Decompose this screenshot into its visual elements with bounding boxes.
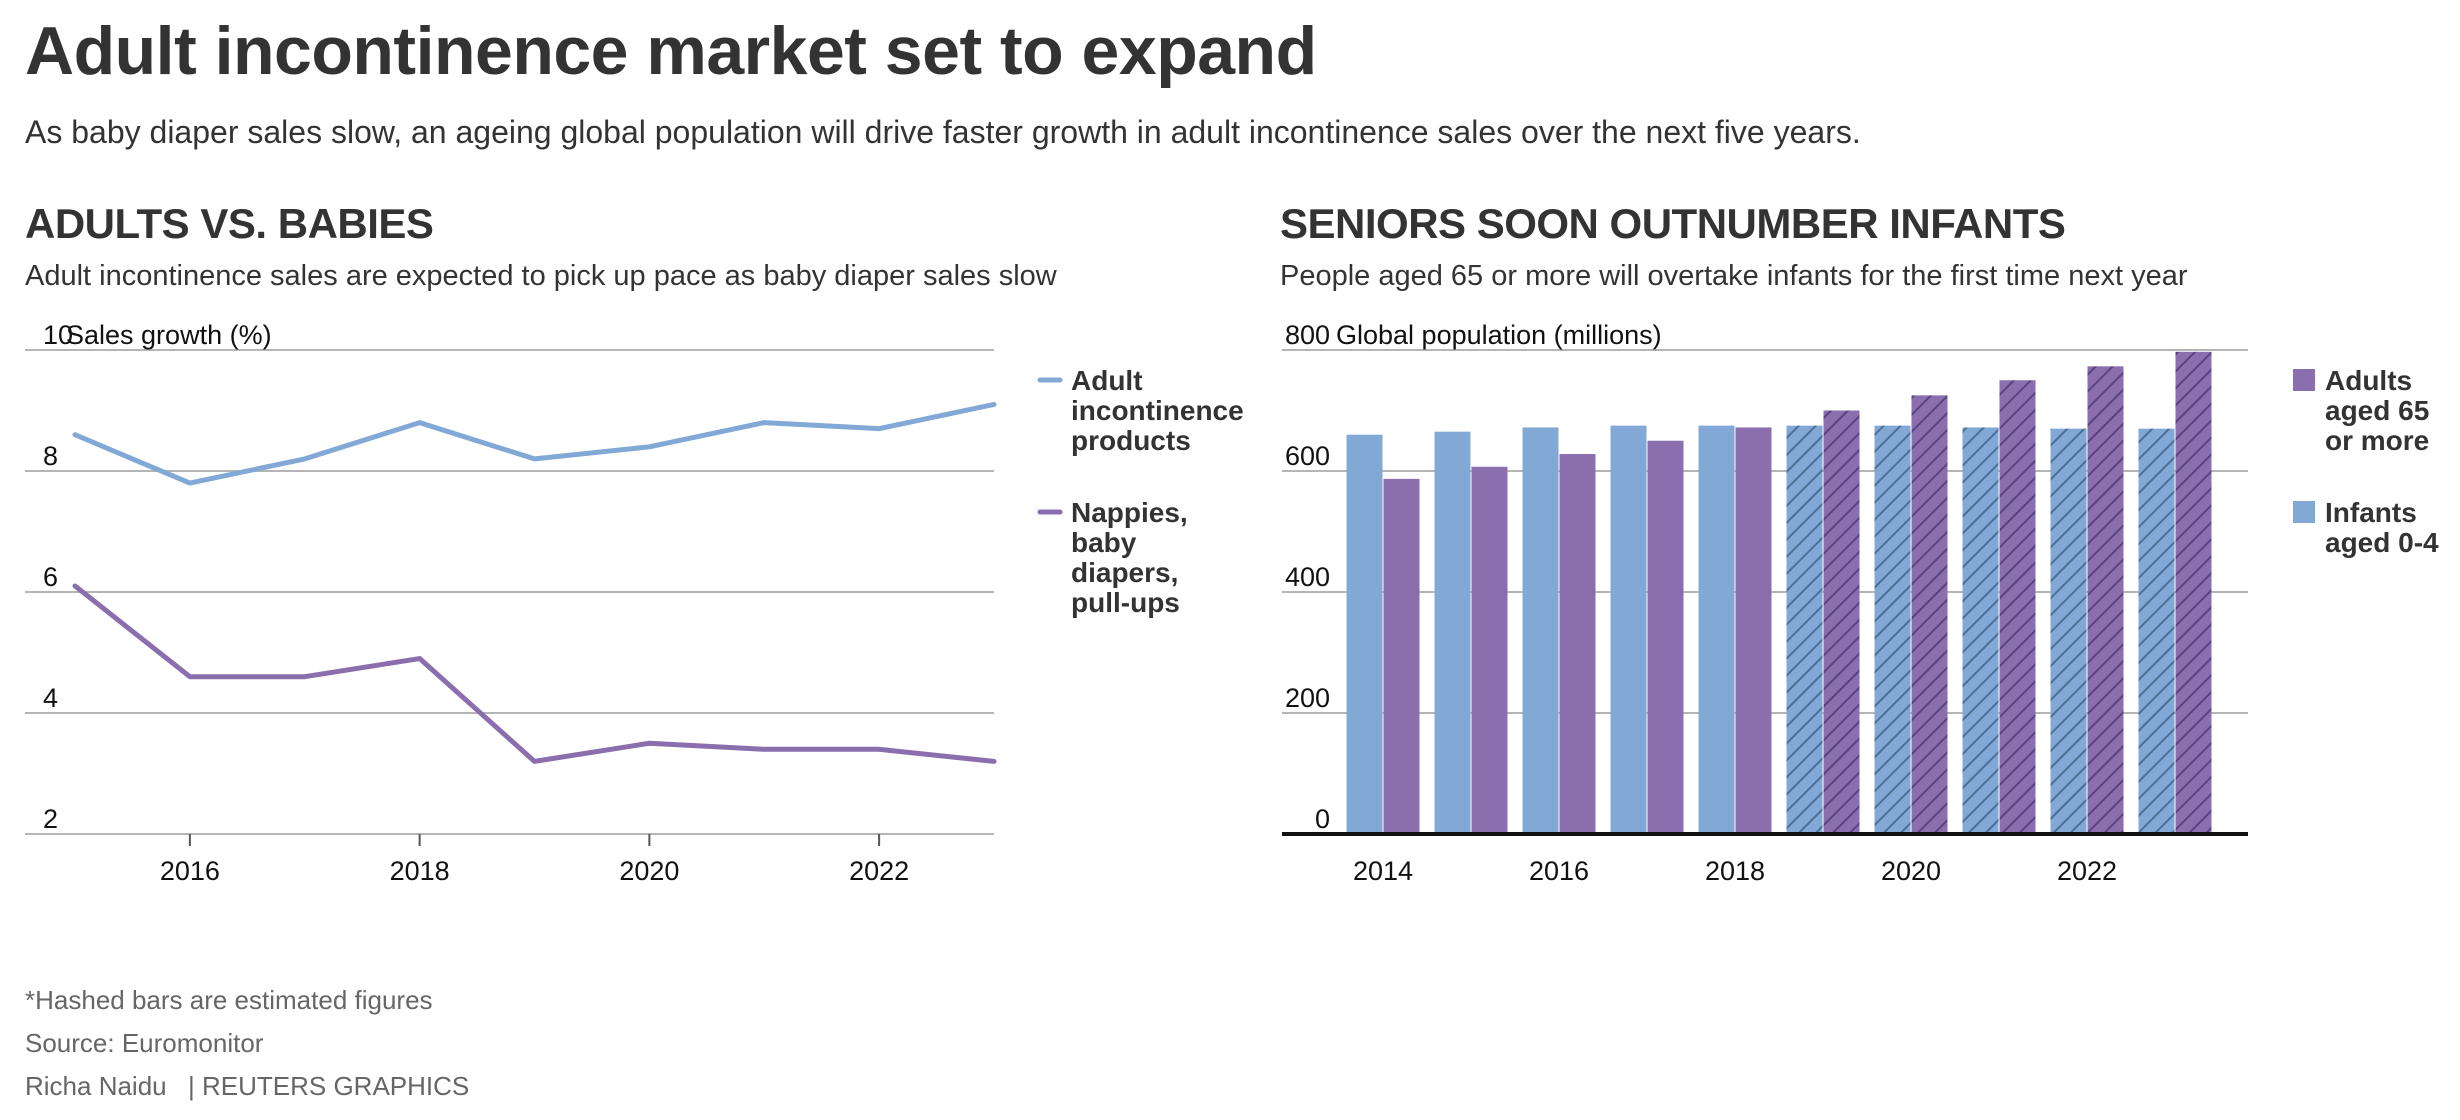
legend-label: baby [1071, 527, 1137, 558]
bar-estimated [2175, 351, 2212, 834]
subheadline: As baby diaper sales slow, an ageing glo… [25, 114, 1861, 150]
legend-label: products [1071, 425, 1191, 456]
x-tick-label: 2016 [1529, 856, 1589, 886]
y-tick-label: 4 [43, 683, 58, 713]
bar-estimated [1999, 380, 2036, 834]
y-tick-label: 0 [1315, 804, 1330, 834]
bar-estimated [1823, 410, 1860, 834]
bar-estimated [1911, 395, 1948, 834]
legend-label: diapers, [1071, 557, 1178, 588]
legend-label: aged 65 [2325, 395, 2429, 426]
footnote: *Hashed bars are estimated figures [25, 985, 433, 1015]
legend-label: or more [2325, 425, 2429, 456]
x-tick-label: 2022 [2057, 856, 2117, 886]
y-tick-label: 10 [43, 320, 73, 350]
bar-estimated [2050, 428, 2087, 834]
bar [1698, 425, 1735, 834]
bar [1610, 425, 1647, 834]
credit: | REUTERS GRAPHICS [188, 1071, 470, 1101]
bar [1735, 427, 1772, 834]
right-panel-title: SENIORS SOON OUTNUMBER INFANTS [1280, 200, 2066, 247]
legend-label: pull-ups [1071, 587, 1180, 618]
y-tick-label: 8 [43, 441, 58, 471]
bar [1559, 454, 1596, 834]
y-tick-label: 200 [1285, 683, 1330, 713]
legend-label: incontinence [1071, 395, 1244, 426]
legend-swatch [2293, 369, 2315, 391]
bar [1346, 434, 1383, 834]
bar [1471, 466, 1508, 834]
x-tick-label: 2018 [1705, 856, 1765, 886]
y-tick-label: 2 [43, 804, 58, 834]
legend-label: Adults [2325, 365, 2412, 396]
y-tick-label: 800 [1285, 320, 1330, 350]
left-panel-subtitle: Adult incontinence sales are expected to… [25, 260, 1057, 292]
bar [1647, 440, 1684, 834]
x-tick-label: 2016 [160, 856, 220, 886]
left-panel-title: ADULTS VS. BABIES [25, 200, 434, 247]
legend-label: Nappies, [1071, 497, 1188, 528]
series-line [72, 583, 997, 764]
bar-chart: 0 200 400 600 800 Global population (millions… [1282, 320, 2439, 886]
x-tick-label: 2014 [1353, 856, 1413, 886]
y-tick-label: 6 [43, 562, 58, 592]
bar-estimated [1786, 425, 1823, 834]
bar-estimated [1962, 427, 1999, 834]
legend-label: Infants [2325, 497, 2417, 528]
bar-estimated [2138, 428, 2175, 834]
legend-label: Adult [1071, 365, 1143, 396]
y-axis-label: Global population (millions) [1336, 320, 1662, 350]
x-tick-label: 2022 [849, 856, 909, 886]
x-tick-label: 2020 [619, 856, 679, 886]
bar-estimated [2087, 366, 2124, 834]
legend-swatch [2293, 501, 2315, 523]
headline: Adult incontinence market set to expand [25, 13, 1317, 89]
bar [1522, 427, 1559, 834]
legend-label: aged 0-4 [2325, 527, 2439, 558]
y-tick-label: 400 [1285, 562, 1330, 592]
right-panel-subtitle: People aged 65 or more will overtake inf… [1280, 260, 2188, 292]
bar-estimated [1874, 425, 1911, 834]
bar [1383, 478, 1420, 834]
byline: Richa Naidu [25, 1071, 167, 1101]
source-note: Source: Euromonitor [25, 1028, 264, 1058]
x-tick-label: 2020 [1881, 856, 1941, 886]
y-axis-label: Sales growth (%) [66, 320, 272, 350]
x-tick-label: 2018 [390, 856, 450, 886]
bar [1434, 431, 1471, 834]
y-tick-label: 600 [1285, 441, 1330, 471]
